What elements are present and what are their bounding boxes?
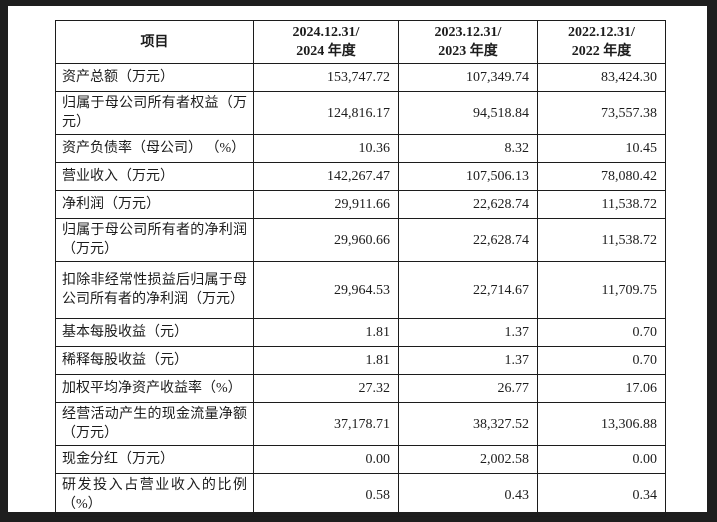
- value-2023: 94,518.84: [398, 91, 538, 135]
- value-2023: 26.77: [398, 374, 538, 403]
- value-2022: 73,557.38: [537, 91, 666, 135]
- document-page: 项目 2024.12.31/ 2024 年度 2023.12.31/ 2023 …: [8, 6, 707, 517]
- table-row-rd-ratio: 研发投入占营业收入的比例（%） 0.58 0.43 0.34: [55, 473, 666, 517]
- column-header-2023: 2023.12.31/ 2023 年度: [398, 20, 538, 64]
- value-2024: 0.58: [253, 473, 399, 517]
- value-2022: 0.00: [537, 445, 666, 474]
- row-label: 净利润（万元）: [55, 190, 254, 219]
- value-2023: 22,628.74: [398, 218, 538, 262]
- value-2023: 8.32: [398, 134, 538, 163]
- value-2022: 83,424.30: [537, 63, 666, 92]
- table-row-operating-cash-flow: 经营活动产生的现金流量净额（万元） 37,178.71 38,327.52 13…: [55, 402, 666, 446]
- value-2023: 38,327.52: [398, 402, 538, 446]
- value-2024: 124,816.17: [253, 91, 399, 135]
- value-2024: 10.36: [253, 134, 399, 163]
- value-2024: 27.32: [253, 374, 399, 403]
- column-header-item: 项目: [55, 20, 254, 64]
- row-label: 扣除非经常性损益后归属于母公司所有者的净利润（万元）: [55, 261, 254, 319]
- value-2024: 37,178.71: [253, 402, 399, 446]
- value-2023: 0.43: [398, 473, 538, 517]
- row-label: 基本每股收益（元）: [55, 318, 254, 347]
- value-2023: 1.37: [398, 318, 538, 347]
- value-2022: 11,538.72: [537, 190, 666, 219]
- column-header-2022: 2022.12.31/ 2022 年度: [537, 20, 666, 64]
- row-label: 现金分红（万元）: [55, 445, 254, 474]
- value-2022: 17.06: [537, 374, 666, 403]
- table-row-revenue: 营业收入（万元） 142,267.47 107,506.13 78,080.42: [55, 162, 666, 191]
- row-label: 资产负债率（母公司） （%）: [55, 134, 254, 163]
- value-2024: 1.81: [253, 318, 399, 347]
- value-2023: 22,628.74: [398, 190, 538, 219]
- value-2022: 0.70: [537, 346, 666, 375]
- value-2024: 29,960.66: [253, 218, 399, 262]
- table-row-diluted-eps: 稀释每股收益（元） 1.81 1.37 0.70: [55, 346, 666, 375]
- value-2024: 1.81: [253, 346, 399, 375]
- value-2023: 22,714.67: [398, 261, 538, 319]
- row-label: 资产总额（万元）: [55, 63, 254, 92]
- value-2023: 107,506.13: [398, 162, 538, 191]
- table-header-row: 项目 2024.12.31/ 2024 年度 2023.12.31/ 2023 …: [55, 20, 666, 64]
- row-label: 经营活动产生的现金流量净额（万元）: [55, 402, 254, 446]
- table-row-debt-ratio: 资产负债率（母公司） （%） 10.36 8.32 10.45: [55, 134, 666, 163]
- value-2022: 10.45: [537, 134, 666, 163]
- row-label: 加权平均净资产收益率（%）: [55, 374, 254, 403]
- value-2022: 78,080.42: [537, 162, 666, 191]
- table-row-weighted-roe: 加权平均净资产收益率（%） 27.32 26.77 17.06: [55, 374, 666, 403]
- value-2022: 0.70: [537, 318, 666, 347]
- value-2024: 142,267.47: [253, 162, 399, 191]
- value-2023: 2,002.58: [398, 445, 538, 474]
- value-2023: 107,349.74: [398, 63, 538, 92]
- table-row-total-assets: 资产总额（万元） 153,747.72 107,349.74 83,424.30: [55, 63, 666, 92]
- value-2024: 29,964.53: [253, 261, 399, 319]
- value-2022: 11,538.72: [537, 218, 666, 262]
- value-2024: 153,747.72: [253, 63, 399, 92]
- table-row-deducted-net-profit: 扣除非经常性损益后归属于母公司所有者的净利润（万元） 29,964.53 22,…: [55, 261, 666, 319]
- value-2024: 29,911.66: [253, 190, 399, 219]
- value-2024: 0.00: [253, 445, 399, 474]
- table-row-cash-dividend: 现金分红（万元） 0.00 2,002.58 0.00: [55, 445, 666, 474]
- row-label: 研发投入占营业收入的比例（%）: [55, 473, 254, 517]
- value-2022: 0.34: [537, 473, 666, 517]
- table-row-net-profit: 净利润（万元） 29,911.66 22,628.74 11,538.72: [55, 190, 666, 219]
- row-label: 归属于母公司所有者的净利润（万元）: [55, 218, 254, 262]
- value-2022: 13,306.88: [537, 402, 666, 446]
- table-row-parent-equity: 归属于母公司所有者权益（万元） 124,816.17 94,518.84 73,…: [55, 91, 666, 135]
- financial-summary-table: 项目 2024.12.31/ 2024 年度 2023.12.31/ 2023 …: [55, 20, 666, 517]
- table-row-basic-eps: 基本每股收益（元） 1.81 1.37 0.70: [55, 318, 666, 347]
- column-header-2024: 2024.12.31/ 2024 年度: [253, 20, 399, 64]
- value-2022: 11,709.75: [537, 261, 666, 319]
- table-row-parent-net-profit: 归属于母公司所有者的净利润（万元） 29,960.66 22,628.74 11…: [55, 218, 666, 262]
- row-label: 归属于母公司所有者权益（万元）: [55, 91, 254, 135]
- value-2023: 1.37: [398, 346, 538, 375]
- row-label: 营业收入（万元）: [55, 162, 254, 191]
- row-label: 稀释每股收益（元）: [55, 346, 254, 375]
